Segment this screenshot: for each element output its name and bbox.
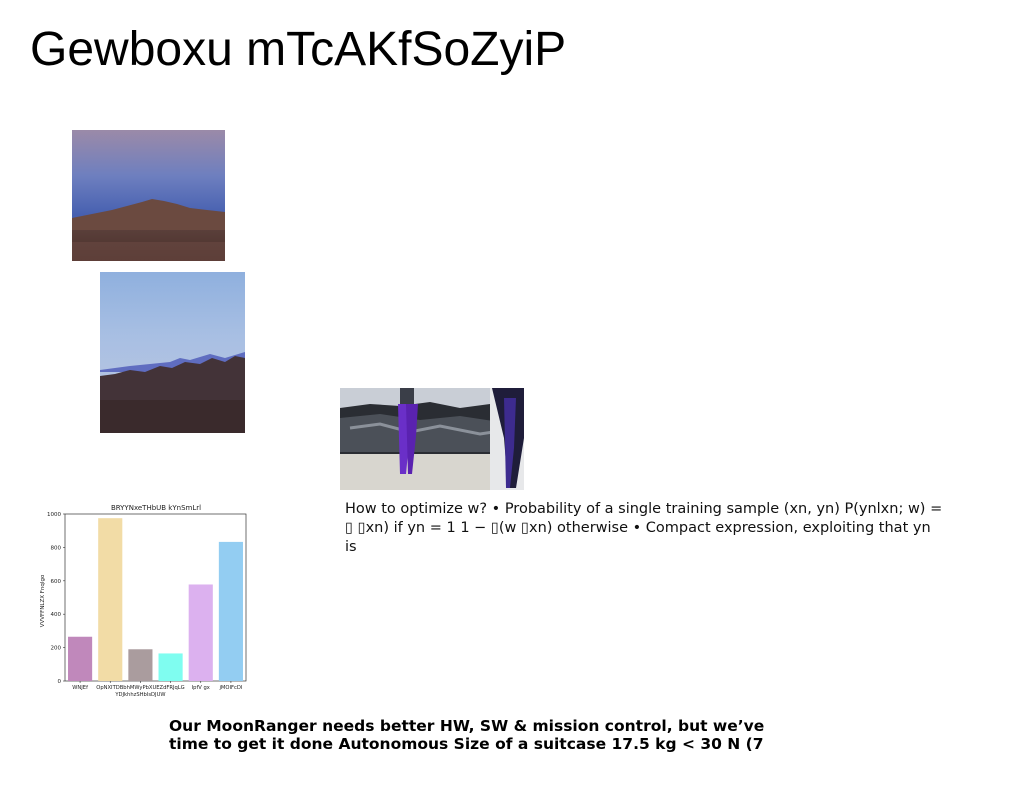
mountain-sunset-photo — [72, 130, 225, 261]
slide-title: Gewboxu mTcAKfSoZyiP — [30, 23, 567, 76]
chart-y-tick-label: 400 — [51, 612, 62, 618]
slide-body-text: How to optimize w? • Probability of a si… — [345, 501, 943, 555]
chart-y-tick-label: 200 — [51, 646, 62, 652]
chart-y-tick-label: 800 — [51, 545, 62, 551]
chart-x-tick-label: IpfV gx — [192, 685, 210, 691]
dancers-on-rocks-photo — [340, 388, 524, 490]
chart-y-tick-label: 600 — [51, 579, 62, 585]
chart-bar — [158, 653, 183, 681]
bar-chart: BRYYNxeTHbUB kYnSmLrl VVVFFNLZX Fnqlgo 0… — [36, 500, 252, 705]
chart-title: BRYYNxeTHbUB kYnSmLrl — [111, 504, 201, 512]
chart-bar — [218, 541, 243, 681]
chart-x-tick-label: jMOIFcDI — [218, 685, 242, 691]
bar-chart-svg: BRYYNxeTHbUB kYnSmLrl VVVFFNLZX Fnqlgo 0… — [40, 504, 247, 698]
chart-x-tick-label-line2: YDJkhhzSHbIsDJUW — [114, 692, 165, 698]
chart-x-tick-label: OpNXITDBbhMWyPbXUEZdFRJqLG — [96, 685, 184, 691]
chart-y-tick-label: 0 — [58, 679, 62, 685]
chart-bar — [128, 649, 153, 681]
chart-bar — [188, 584, 213, 681]
chart-x-tick-label: WNJEf — [72, 685, 88, 691]
chart-y-axis-label: VVVFFNLZX Fnqlgo — [40, 574, 46, 627]
chart-bar — [98, 518, 123, 681]
slide-caption: Our MoonRanger needs better HW, SW & mis… — [169, 717, 765, 753]
chart-bar — [68, 636, 93, 681]
chart-y-tick-label: 1000 — [47, 512, 61, 518]
mountain-ridge-photo — [100, 272, 245, 433]
chart-plot-frame — [64, 513, 247, 682]
